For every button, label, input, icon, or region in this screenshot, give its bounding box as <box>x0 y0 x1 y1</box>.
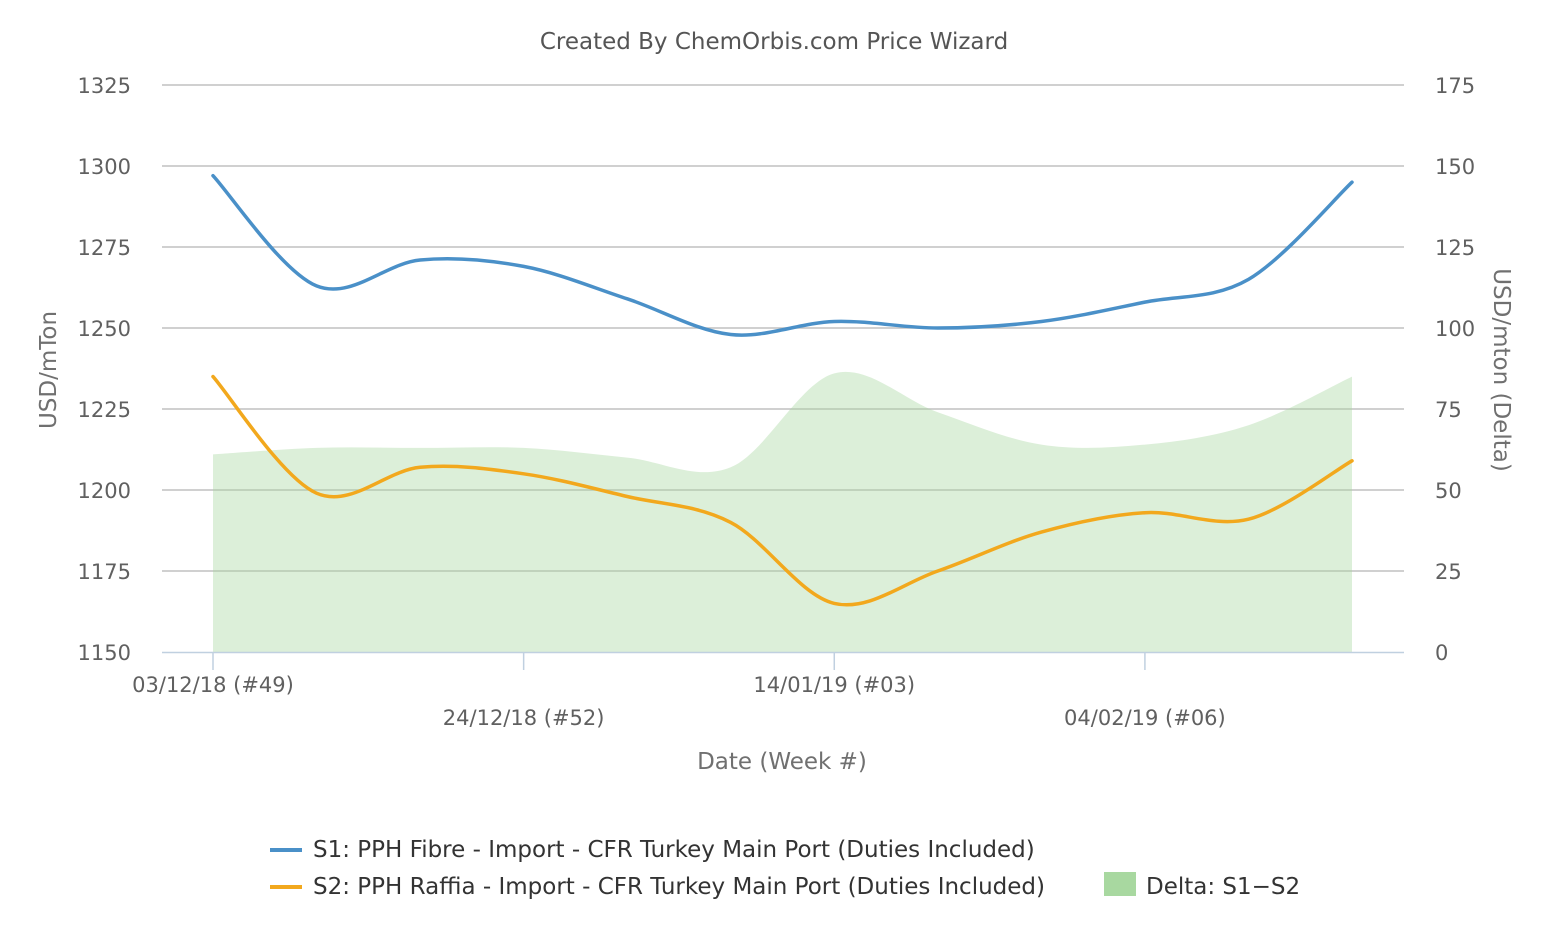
legend-item-s2[interactable]: S2: PPH Raffia - Import - CFR Turkey Mai… <box>270 874 1045 900</box>
y-tick-label: 1200 <box>78 479 131 503</box>
y2-tick-label: 50 <box>1435 479 1462 503</box>
legend: S1: PPH Fibre - Import - CFR Turkey Main… <box>270 837 1300 900</box>
legend-item-delta[interactable]: Delta: S1−S2 <box>1104 872 1300 900</box>
y-tick-label: 1325 <box>78 74 131 98</box>
y-tick-label: 1150 <box>78 641 131 665</box>
y-tick-label: 1275 <box>78 236 131 260</box>
series-line-s2 <box>211 374 1354 607</box>
series-area-delta <box>213 371 1352 652</box>
chart-title: Created By ChemOrbis.com Price Wizard <box>540 29 1008 55</box>
legend-label-s2: S2: PPH Raffia - Import - CFR Turkey Mai… <box>313 874 1045 900</box>
y-tick-label: 1175 <box>78 560 131 584</box>
x-axis-title: Date (Week #) <box>697 749 867 775</box>
x-axis: 03/12/18 (#49) 24/12/18 (#52) 14/01/19 (#0… <box>132 651 1404 730</box>
y-axis-left: 1150 1175 1200 1225 1250 1275 1300 1325 <box>78 74 131 665</box>
delta-area-layer <box>213 371 1352 652</box>
x-tick-label: 04/02/19 (#06) <box>1064 706 1226 730</box>
legend-swatch-delta <box>1104 872 1136 896</box>
y2-tick-label: 75 <box>1435 398 1462 422</box>
y-tick-label: 1300 <box>78 155 131 179</box>
y2-tick-label: 0 <box>1435 641 1448 665</box>
grid-lines <box>162 84 1404 572</box>
y2-tick-label: 125 <box>1435 236 1475 260</box>
y-tick-label: 1225 <box>78 398 131 422</box>
y2-tick-label: 25 <box>1435 560 1462 584</box>
y-tick-label: 1250 <box>78 317 131 341</box>
x-tick-label: 24/12/18 (#52) <box>443 706 605 730</box>
y2-axis-title: USD/mton (Delta) <box>1488 268 1514 472</box>
x-tick-label: 14/01/19 (#03) <box>753 673 915 697</box>
y-axis-title: USD/mTon <box>36 311 62 429</box>
x-tick-label: 03/12/18 (#49) <box>132 673 294 697</box>
y2-tick-label: 175 <box>1435 74 1475 98</box>
legend-label-s1: S1: PPH Fibre - Import - CFR Turkey Main… <box>313 837 1035 863</box>
legend-label-delta: Delta: S1−S2 <box>1146 874 1300 900</box>
series-lines-layer <box>211 173 1354 607</box>
y2-tick-label: 150 <box>1435 155 1475 179</box>
y2-tick-label: 100 <box>1435 317 1475 341</box>
y-axis-right: 0 25 50 75 100 125 150 175 <box>1435 74 1475 665</box>
legend-item-s1[interactable]: S1: PPH Fibre - Import - CFR Turkey Main… <box>270 837 1035 863</box>
series-line-s1 <box>211 173 1354 337</box>
